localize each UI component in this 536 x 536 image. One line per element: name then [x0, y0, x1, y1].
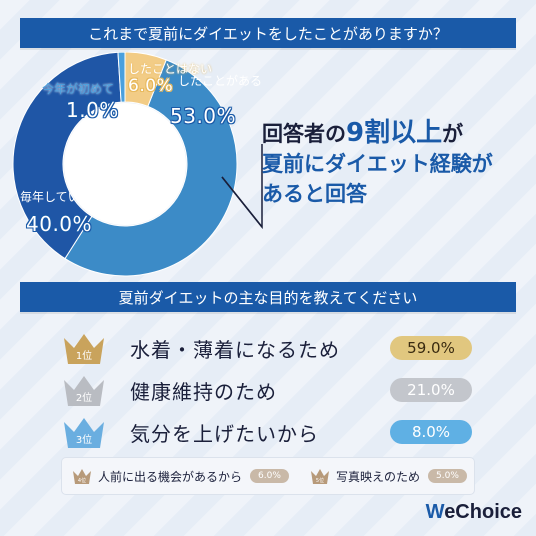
- ranking-row-3: 3位 気分を上げたいから 8.0%: [60, 412, 480, 452]
- ranking-value-3: 8.0%: [390, 420, 472, 444]
- survey-question-banner: これまで夏前にダイエットをしたことがありますか？: [20, 18, 516, 48]
- logo-text: eChoice: [444, 501, 522, 523]
- ranking-label-1: 水着・薄着になるため: [130, 338, 340, 362]
- ranking-row-1: 1位 水着・薄着になるため 59.0%: [60, 328, 480, 368]
- slice-label-first-time: 今年が初めて: [42, 82, 115, 96]
- donut-slice-4: [124, 52, 167, 108]
- slice-label-have-done: したことがある: [178, 74, 263, 88]
- ranking-label-3: 気分を上げたいから: [130, 422, 319, 446]
- callout-emphasis: 9割以上: [346, 118, 443, 148]
- callout-text-suffix: が: [442, 122, 464, 146]
- wechoice-logo: WeChoice: [426, 501, 522, 524]
- donut-slice-1: [64, 59, 238, 277]
- slice-label-every-year: 毎年している: [20, 190, 92, 204]
- slice-value-have-done: 53.0%: [170, 104, 237, 128]
- crown-icon: 3位: [64, 418, 104, 448]
- callout-line-1: 回答者の9割以上が: [262, 118, 522, 149]
- ranking-row-2: 2位 健康維持のため 21.0%: [60, 370, 480, 410]
- callout-line-3: あると回答: [262, 182, 367, 206]
- slice-value-never: 6.0%: [128, 76, 174, 96]
- logo-mark: W: [425, 501, 445, 523]
- ranking-label-5: 写真映えのため: [336, 469, 421, 484]
- donut-slice-2: [12, 52, 122, 260]
- crown-icon: 2位: [64, 376, 104, 406]
- rank-4-badge: 4位: [78, 477, 86, 484]
- slice-value-first-time: 1.0%: [66, 98, 119, 122]
- crown-icon: 1位: [64, 334, 104, 364]
- ranking-row-5: 5位 写真映えのため 5.0%: [310, 464, 467, 488]
- crown-icon: 4位: [73, 469, 91, 484]
- ranking-label-2: 健康維持のため: [130, 380, 277, 404]
- purpose-question-banner: 夏前ダイエットの主な目的を教えてください: [20, 282, 516, 312]
- slice-label-never: したことはない: [128, 62, 213, 76]
- donut-chart: [12, 52, 263, 277]
- ranking-label-4: 人前に出る機会があるから: [98, 469, 243, 484]
- callout-line-2: 夏前にダイエット経験が: [262, 152, 493, 176]
- summary-callout: 回答者の9割以上が 夏前にダイエット経験が あると回答: [262, 118, 522, 209]
- rank-5-badge: 5位: [316, 477, 324, 484]
- ranking-value-2: 21.0%: [390, 378, 472, 402]
- donut-hole: [64, 103, 186, 225]
- purpose-question-text: 夏前ダイエットの主な目的を教えてください: [118, 288, 418, 307]
- crown-icon: 5位: [311, 469, 329, 484]
- callout-text-prefix: 回答者の: [262, 122, 346, 146]
- ranking-value-4: 6.0%: [250, 469, 289, 483]
- rank-3-badge: 3位: [76, 433, 92, 446]
- rank-2-badge: 2位: [76, 391, 92, 404]
- ranking-value-1: 59.0%: [390, 336, 472, 360]
- slice-value-every-year: 40.0%: [26, 212, 93, 236]
- callout-bracket: [221, 144, 263, 230]
- minor-rankings-box: 4位 人前に出る機会があるから 6.0% 5位 写真映えのため 5.0%: [62, 458, 474, 494]
- rank-1-badge: 1位: [76, 349, 92, 362]
- ranking-value-5: 5.0%: [428, 469, 467, 483]
- survey-question-text: これまで夏前にダイエットをしたことがありますか？: [88, 24, 448, 43]
- ranking-row-4: 4位 人前に出る機会があるから 6.0%: [72, 464, 289, 488]
